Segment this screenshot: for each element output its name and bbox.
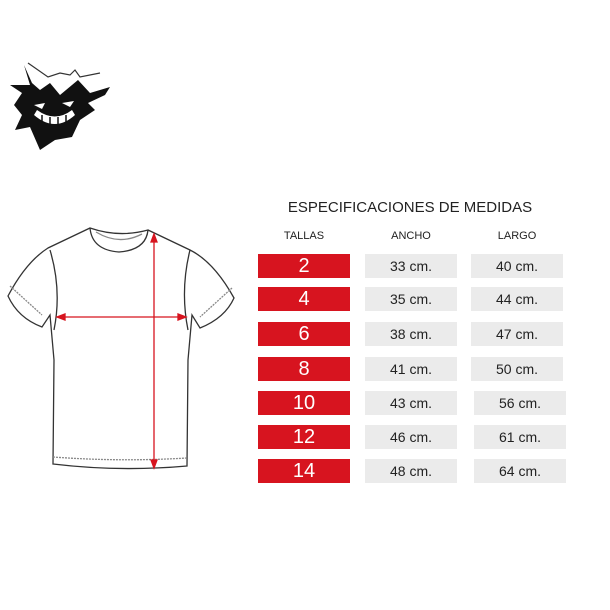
ghost-monster-logo-icon xyxy=(10,62,110,150)
ancho-cell: 46 cm. xyxy=(365,425,457,449)
tshirt-measurement-diagram-icon xyxy=(7,227,235,470)
size-cell: 6 xyxy=(258,322,350,346)
header-largo: LARGO xyxy=(497,230,537,242)
largo-cell: 56 cm. xyxy=(474,391,566,415)
table-row: 14 48 cm. 64 cm. xyxy=(258,459,566,483)
largo-cell: 40 cm. xyxy=(471,254,563,278)
ancho-cell: 41 cm. xyxy=(365,357,457,381)
size-cell: 12 xyxy=(258,425,350,449)
size-cell: 14 xyxy=(258,459,350,483)
ancho-cell: 33 cm. xyxy=(365,254,457,278)
size-cell: 10 xyxy=(258,391,350,415)
ancho-cell: 35 cm. xyxy=(365,287,457,311)
table-row: 6 38 cm. 47 cm. xyxy=(258,322,564,346)
largo-cell: 47 cm. xyxy=(471,322,563,346)
size-cell: 8 xyxy=(258,357,350,381)
table-row: 10 43 cm. 56 cm. xyxy=(258,391,566,415)
largo-cell: 64 cm. xyxy=(474,459,566,483)
table-row: 12 46 cm. 61 cm. xyxy=(258,425,566,449)
ancho-cell: 38 cm. xyxy=(365,322,457,346)
size-cell: 4 xyxy=(258,287,350,311)
ancho-cell: 43 cm. xyxy=(365,391,457,415)
table-row: 8 41 cm. 50 cm. xyxy=(258,357,564,381)
size-cell: 2 xyxy=(258,254,350,278)
table-row: 4 35 cm. 44 cm. xyxy=(258,287,564,311)
largo-cell: 44 cm. xyxy=(471,287,563,311)
largo-cell: 50 cm. xyxy=(471,357,563,381)
largo-cell: 61 cm. xyxy=(474,425,566,449)
page-title: ESPECIFICACIONES DE MEDIDAS xyxy=(287,199,533,216)
table-row: 2 33 cm. 40 cm. xyxy=(258,254,564,278)
header-ancho: ANCHO xyxy=(391,230,431,242)
ancho-cell: 48 cm. xyxy=(365,459,457,483)
header-tallas: TALLAS xyxy=(283,230,325,242)
